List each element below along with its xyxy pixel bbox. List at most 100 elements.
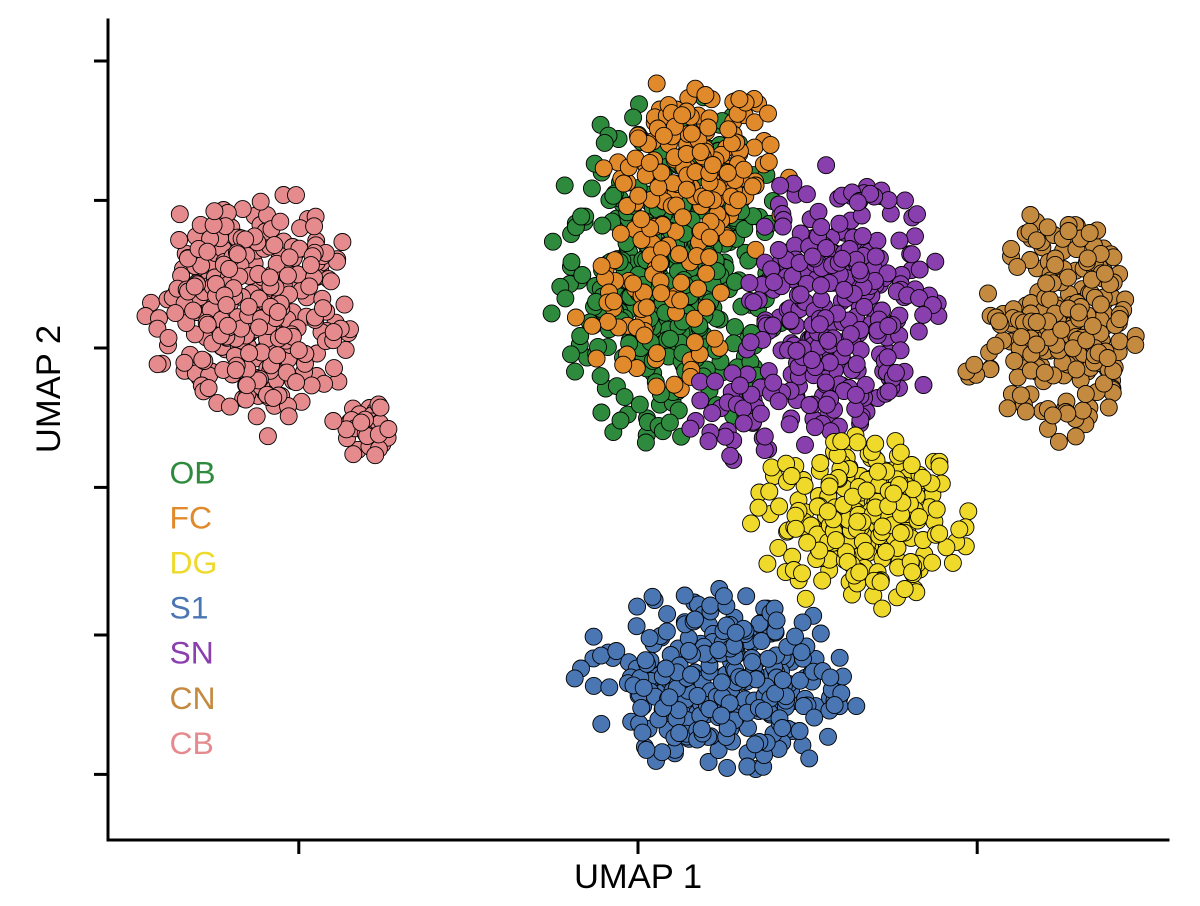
point-CB — [160, 329, 177, 346]
point-SN — [856, 298, 873, 315]
point-SN — [854, 228, 871, 245]
point-S1 — [657, 660, 674, 677]
point-FC — [648, 75, 665, 92]
point-FC — [672, 292, 689, 309]
point-CB — [265, 389, 282, 406]
point-OB — [583, 180, 600, 197]
point-FC — [701, 249, 718, 266]
point-CB — [345, 446, 362, 463]
point-FC — [700, 119, 717, 136]
point-S1 — [644, 588, 661, 605]
point-S1 — [641, 630, 658, 647]
point-FC — [698, 265, 715, 282]
point-SN — [812, 277, 829, 294]
point-FC — [593, 257, 610, 274]
point-CB — [323, 273, 340, 290]
point-S1 — [793, 644, 810, 661]
point-FC — [674, 209, 691, 226]
point-OB — [563, 254, 580, 271]
point-FC — [673, 274, 690, 291]
point-S1 — [659, 606, 676, 623]
point-S1 — [735, 670, 752, 687]
point-DG — [872, 574, 889, 591]
point-SN — [788, 342, 805, 359]
point-S1 — [727, 624, 744, 641]
point-CB — [194, 351, 211, 368]
point-FC — [704, 157, 721, 174]
point-FC — [641, 154, 658, 171]
point-SN — [764, 317, 781, 334]
point-CN — [1009, 258, 1026, 275]
point-OB — [592, 368, 609, 385]
point-CB — [336, 296, 353, 313]
point-CB — [185, 302, 202, 319]
point-DG — [928, 501, 945, 518]
point-FC — [595, 160, 612, 177]
point-SN — [880, 383, 897, 400]
point-CB — [176, 354, 193, 371]
point-FC — [630, 130, 647, 147]
point-SN — [797, 436, 814, 453]
point-SN — [903, 246, 920, 263]
point-DG — [761, 483, 778, 500]
point-FC — [690, 280, 707, 297]
point-SN — [756, 428, 773, 445]
point-S1 — [671, 725, 688, 742]
point-S1 — [715, 588, 732, 605]
point-OB — [563, 346, 580, 363]
point-DG — [759, 555, 776, 572]
point-SN — [813, 219, 830, 236]
point-CN — [1060, 223, 1077, 240]
point-S1 — [739, 758, 756, 775]
point-CB — [301, 278, 318, 295]
point-SN — [897, 192, 914, 209]
legend-item-SN: SN — [169, 635, 213, 671]
point-S1 — [633, 699, 650, 716]
point-DG — [944, 554, 961, 571]
point-S1 — [593, 715, 610, 732]
point-S1 — [806, 709, 823, 726]
point-DG — [874, 518, 891, 535]
point-FC — [653, 285, 670, 302]
point-DG — [867, 435, 884, 452]
point-S1 — [634, 724, 651, 741]
point-OB — [593, 404, 610, 421]
point-CB — [325, 413, 342, 430]
point-OB — [543, 305, 560, 322]
point-FC — [615, 175, 632, 192]
point-CN — [999, 400, 1016, 417]
point-CN — [1050, 433, 1067, 450]
point-FC — [671, 246, 688, 263]
point-S1 — [801, 750, 818, 767]
point-CN — [1003, 240, 1020, 257]
point-FC — [744, 178, 761, 195]
point-CN — [1127, 336, 1144, 353]
point-S1 — [635, 679, 652, 696]
point-SN — [741, 275, 758, 292]
point-OB — [661, 414, 678, 431]
point-DG — [812, 455, 829, 472]
point-CB — [259, 428, 276, 445]
point-S1 — [713, 707, 730, 724]
point-DG — [750, 499, 767, 516]
point-CN — [966, 356, 983, 373]
point-CB — [252, 193, 269, 210]
point-DG — [931, 458, 948, 475]
point-FC — [730, 192, 747, 209]
point-CB — [218, 297, 235, 314]
point-CB — [227, 362, 244, 379]
point-FC — [746, 139, 763, 156]
point-CN — [1100, 399, 1117, 416]
point-S1 — [654, 744, 671, 761]
point-S1 — [774, 720, 791, 737]
point-S1 — [693, 721, 710, 738]
point-CB — [372, 399, 389, 416]
point-FC — [706, 330, 723, 347]
point-SN — [818, 157, 835, 174]
point-CN — [1111, 311, 1128, 328]
point-SN — [910, 323, 927, 340]
point-SN — [836, 281, 853, 298]
point-SN — [834, 250, 851, 267]
point-CB — [367, 447, 384, 464]
point-OB — [726, 319, 743, 336]
